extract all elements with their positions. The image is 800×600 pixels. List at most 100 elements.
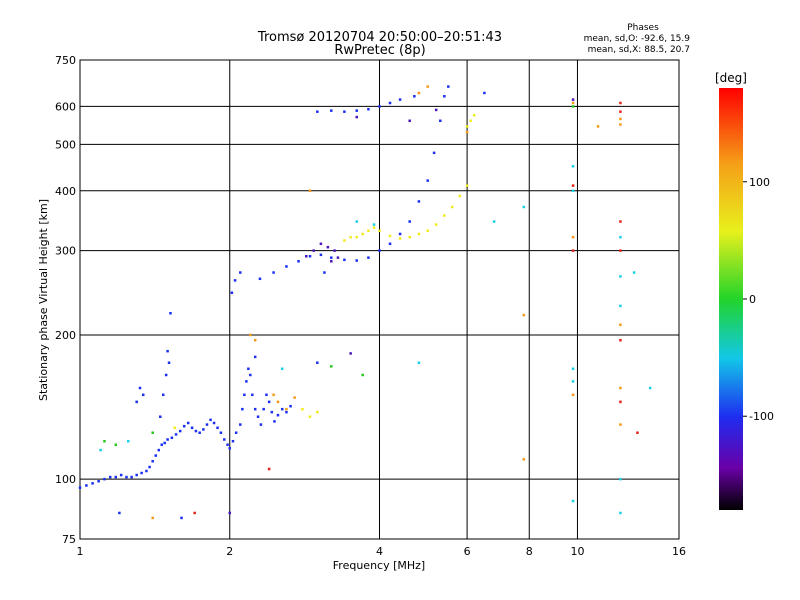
data-point <box>249 373 252 377</box>
data-point <box>103 477 106 481</box>
data-point <box>355 115 358 119</box>
data-point <box>619 423 622 426</box>
data-point <box>367 107 370 111</box>
data-point <box>417 200 421 203</box>
x-tick-label: 1 <box>77 545 84 558</box>
data-point <box>103 439 106 443</box>
data-point <box>272 271 275 274</box>
data-point <box>164 373 168 377</box>
data-point <box>231 439 235 443</box>
data-point <box>99 448 102 452</box>
data-point <box>619 110 622 113</box>
data-point <box>239 271 242 274</box>
y-axis-label: Stationary phase Virtual Height [km] <box>37 199 50 401</box>
y-tick-label: 100 <box>55 473 76 486</box>
data-point <box>154 454 158 457</box>
data-point <box>349 235 352 239</box>
data-point <box>180 516 183 520</box>
data-point <box>619 477 622 481</box>
data-point <box>178 429 182 433</box>
data-point <box>330 109 333 112</box>
data-point <box>170 436 174 440</box>
data-point <box>285 410 288 414</box>
data-point <box>330 260 333 263</box>
y-tick-label: 750 <box>55 54 76 67</box>
phase-stats-o: mean, sd,O: -92.6, 15.9 <box>584 34 691 44</box>
data-point <box>194 429 198 433</box>
data-point <box>417 232 421 236</box>
chart-title: Tromsø 20120704 20:50:00–20:51:43 <box>257 30 502 45</box>
data-point <box>230 291 234 294</box>
data-point <box>388 242 392 246</box>
data-point <box>323 271 326 274</box>
data-point <box>273 420 276 423</box>
data-point <box>212 421 216 425</box>
data-point <box>258 277 262 281</box>
data-point <box>249 333 252 337</box>
x-axis: 1 2 4 6 8 10 16 <box>77 545 687 558</box>
data-point <box>285 407 288 411</box>
data-point <box>343 258 346 262</box>
data-point <box>267 467 271 471</box>
data-point <box>140 471 143 475</box>
data-point <box>297 260 300 263</box>
data-point <box>265 393 268 397</box>
data-point <box>336 256 340 259</box>
data-point <box>458 194 462 198</box>
data-point <box>398 232 402 236</box>
data-point <box>619 511 622 515</box>
data-point <box>166 438 169 441</box>
data-point <box>280 407 284 411</box>
data-point <box>267 400 271 404</box>
data-point <box>426 85 429 88</box>
data-point <box>408 235 411 239</box>
data-point <box>151 516 154 520</box>
data-point <box>209 418 212 422</box>
y-tick-label: 300 <box>55 245 76 258</box>
data-point <box>619 101 622 105</box>
data-point <box>432 151 436 155</box>
data-point <box>439 119 442 123</box>
data-point <box>272 393 275 397</box>
data-point <box>202 428 205 431</box>
data-point <box>372 226 376 229</box>
data-point <box>316 410 319 414</box>
chart-subtitle: RwPretec (8p) <box>334 43 425 58</box>
data-point <box>126 439 130 443</box>
data-point <box>228 447 231 450</box>
data-point <box>276 413 280 417</box>
data-point <box>355 220 358 223</box>
data-point <box>619 220 622 223</box>
data-point <box>234 431 238 434</box>
data-point <box>465 125 469 128</box>
data-point <box>182 424 186 428</box>
data-point <box>522 313 526 317</box>
data-point <box>114 475 118 479</box>
data-point <box>571 499 575 503</box>
data-point <box>130 475 133 479</box>
colorbar-tick-label: -100 <box>749 410 774 423</box>
data-point <box>388 234 392 238</box>
data-point <box>253 355 257 359</box>
colorbar <box>719 88 743 510</box>
data-point <box>135 400 138 404</box>
y-tick-label: 500 <box>55 138 76 151</box>
data-point <box>141 393 145 397</box>
data-point <box>108 475 112 479</box>
data-point <box>247 367 250 371</box>
data-point <box>619 400 622 404</box>
data-point <box>251 393 254 397</box>
phase-stats-x: mean, sd,X: 88.5, 20.7 <box>588 45 690 55</box>
x-tick-label: 8 <box>526 545 533 558</box>
data-point <box>173 426 176 430</box>
data-point <box>333 249 336 252</box>
data-point <box>378 249 381 252</box>
data-point <box>472 114 476 117</box>
data-point <box>256 415 260 418</box>
data-point <box>619 123 622 126</box>
data-point <box>262 407 265 411</box>
data-point <box>301 407 304 411</box>
data-point <box>219 431 223 434</box>
data-point <box>355 259 358 262</box>
data-point <box>190 426 194 430</box>
